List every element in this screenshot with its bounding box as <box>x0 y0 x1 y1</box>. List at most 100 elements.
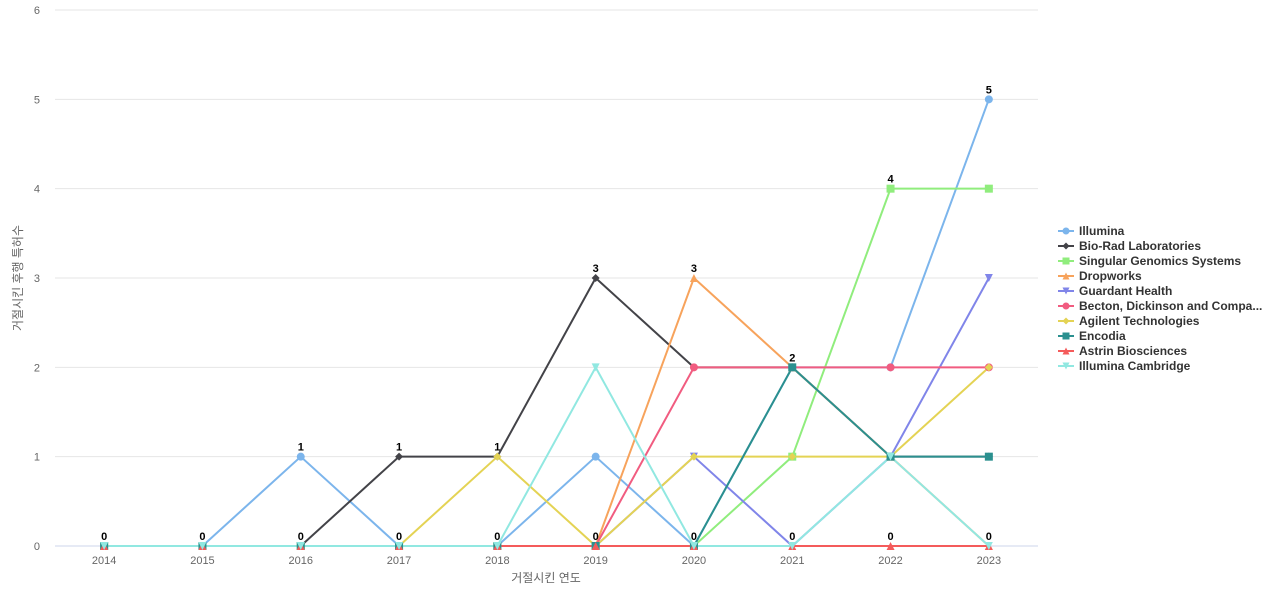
legend-symbol <box>1062 287 1070 295</box>
x-tick-label: 2021 <box>780 555 804 567</box>
point <box>493 542 502 550</box>
legend-item[interactable]: Bio-Rad Laboratories <box>1058 239 1201 253</box>
point <box>296 452 305 461</box>
x-tick-label: 2017 <box>387 555 411 567</box>
y-tick-label: 6 <box>34 5 40 17</box>
legend-item[interactable]: Illumina <box>1058 224 1125 238</box>
point <box>591 542 600 550</box>
x-tick-label: 2016 <box>289 555 313 567</box>
data-label: 1 <box>494 442 500 454</box>
x-axis-title: 거절시킨 연도 <box>511 571 581 585</box>
point <box>395 542 404 550</box>
point <box>984 542 993 550</box>
legend-item[interactable]: Encodia <box>1058 329 1126 343</box>
legend-symbol <box>1062 272 1070 280</box>
y-tick-label: 5 <box>34 94 40 106</box>
data-label: 2 <box>789 352 795 364</box>
data-label: 0 <box>494 531 500 543</box>
point <box>886 184 895 193</box>
point <box>689 274 698 282</box>
data-label: 1 <box>298 442 304 454</box>
data-label: 0 <box>396 531 402 543</box>
data-label: 0 <box>986 531 992 543</box>
data-label: 3 <box>593 263 599 275</box>
point <box>591 274 600 282</box>
data-label: 4 <box>887 174 894 186</box>
point <box>984 452 993 461</box>
legend-item[interactable]: Agilent Technologies <box>1058 314 1200 328</box>
x-tick-label: 2018 <box>485 555 509 567</box>
y-tick-label: 2 <box>34 362 40 374</box>
y-tick-label: 0 <box>34 541 40 553</box>
series-line <box>104 365 990 547</box>
series-line <box>104 98 990 548</box>
point <box>493 452 502 461</box>
legend-symbol <box>1062 257 1070 265</box>
legend-symbol <box>1062 347 1070 355</box>
data-label: 0 <box>691 531 697 543</box>
point <box>984 274 993 282</box>
data-label: 5 <box>986 84 992 96</box>
data-label: 0 <box>199 531 205 543</box>
legend-label: Bio-Rad Laboratories <box>1079 239 1201 253</box>
point <box>788 542 797 550</box>
legend-label: Illumina Cambridge <box>1079 359 1191 373</box>
point <box>788 363 797 372</box>
point <box>886 542 895 550</box>
data-label: 0 <box>887 531 893 543</box>
legend-symbol <box>1062 302 1070 310</box>
x-tick-label: 2022 <box>878 555 902 567</box>
legend-label: Encodia <box>1079 329 1126 343</box>
x-tick-label: 2023 <box>977 555 1001 567</box>
y-tick-label: 3 <box>34 273 40 285</box>
x-tick-label: 2015 <box>190 555 214 567</box>
data-label: 0 <box>298 531 304 543</box>
point <box>689 542 698 550</box>
data-label: 3 <box>691 263 697 275</box>
point <box>296 542 305 550</box>
data-label: 0 <box>101 531 107 543</box>
data-label: 0 <box>789 531 795 543</box>
y-tick-label: 4 <box>34 184 40 196</box>
legend-label: Agilent Technologies <box>1079 314 1200 328</box>
data-label: 0 <box>593 531 599 543</box>
legend-symbol <box>1062 242 1070 250</box>
point <box>984 95 993 104</box>
point <box>100 542 109 550</box>
legend-label: Dropworks <box>1079 269 1142 283</box>
legend-symbol <box>1062 227 1070 235</box>
legend-label: Guardant Health <box>1079 284 1172 298</box>
point <box>395 452 404 461</box>
legend-item[interactable]: Singular Genomics Systems <box>1058 254 1241 268</box>
legend-item[interactable]: Illumina Cambridge <box>1058 359 1191 373</box>
data-label: 1 <box>396 442 402 454</box>
point <box>689 363 698 372</box>
point <box>984 363 993 372</box>
legend-item[interactable]: Dropworks <box>1058 269 1142 283</box>
x-tick-label: 2014 <box>92 555 116 567</box>
point <box>886 452 895 461</box>
point <box>198 542 207 550</box>
y-tick-label: 1 <box>34 452 40 464</box>
x-tick-label: 2019 <box>583 555 607 567</box>
legend-item[interactable]: Astrin Biosciences <box>1058 344 1187 358</box>
y-axis-title: 거절시킨 후행 특허수 <box>10 225 25 331</box>
point <box>689 452 698 461</box>
series-line <box>104 277 990 548</box>
series-line <box>104 276 989 547</box>
point <box>591 363 600 372</box>
legend-label: Astrin Biosciences <box>1079 344 1187 358</box>
legend-label: Singular Genomics Systems <box>1079 254 1241 268</box>
legend-item[interactable]: Guardant Health <box>1058 284 1172 298</box>
legend-symbol <box>1062 362 1070 370</box>
legend-symbol <box>1062 332 1070 340</box>
point <box>984 184 993 193</box>
legend-item[interactable]: Becton, Dickinson and Compa... <box>1058 299 1262 313</box>
point <box>788 452 797 461</box>
legend-label: Becton, Dickinson and Compa... <box>1079 299 1262 313</box>
point <box>886 363 895 372</box>
series-line <box>104 276 990 547</box>
point <box>591 452 600 461</box>
x-tick-label: 2020 <box>682 555 706 567</box>
